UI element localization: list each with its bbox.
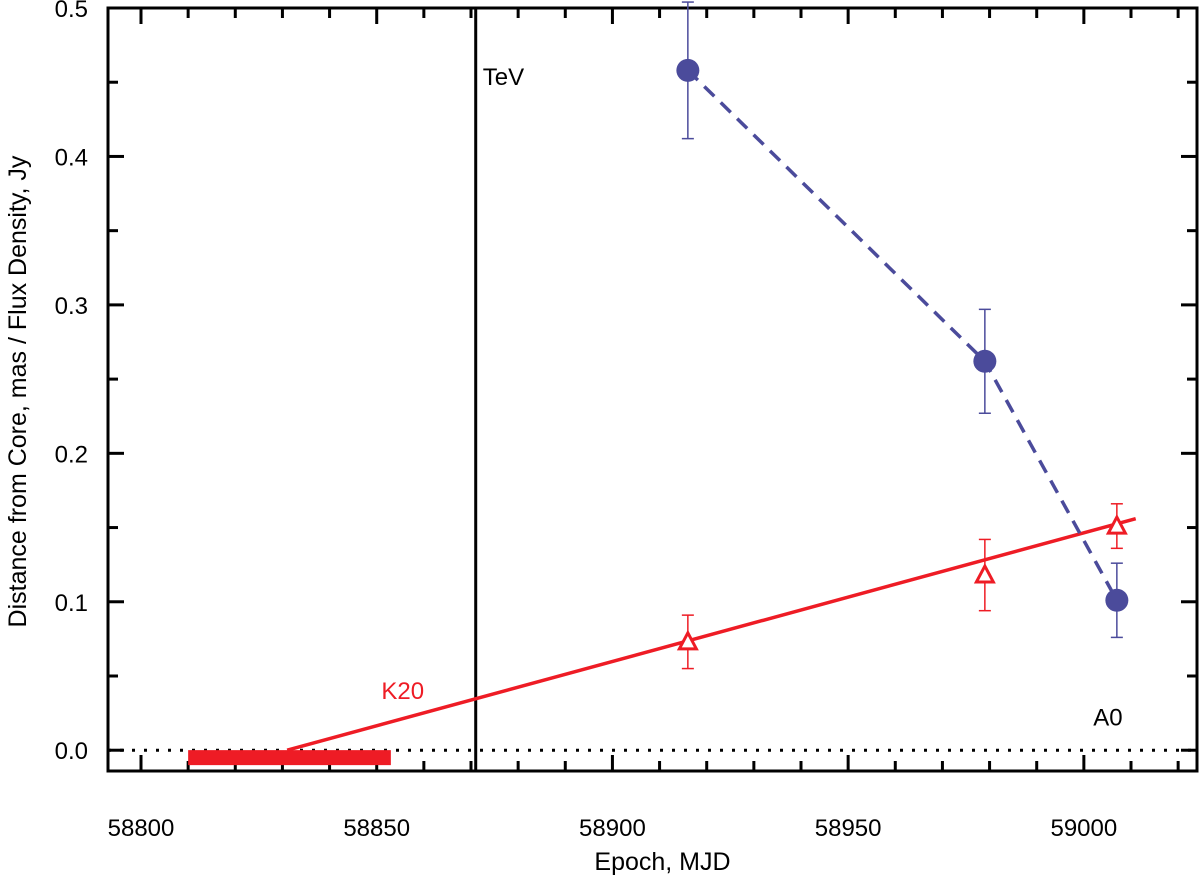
y-tick-label: 0.1 [55, 590, 88, 617]
annotation-tev: TeV [483, 64, 524, 91]
x-tick-label: 58950 [815, 815, 882, 842]
x-tick-label: 58900 [579, 815, 646, 842]
y-axis-title: Distance from Core, mas / Flux Density, … [4, 155, 32, 627]
distance-point [676, 629, 699, 651]
fit-line [286, 516, 1137, 752]
annotation-k20: K20 [381, 678, 424, 705]
x-tick-label: 58850 [343, 815, 410, 842]
y-tick-label: 0.5 [55, 0, 88, 23]
flux-point [676, 58, 700, 82]
y-tick-label: 0.2 [55, 441, 88, 468]
annotation-a0: A0 [1093, 705, 1122, 732]
flux-series-line [686, 69, 1119, 602]
plot-frame [106, 6, 1199, 773]
flux-point [1105, 588, 1129, 612]
y-tick-label: 0.4 [55, 144, 88, 171]
distance-point [973, 562, 996, 584]
y-tick-label: 0.3 [55, 293, 88, 320]
flux-point [973, 349, 997, 373]
x-axis-title: Epoch, MJD [594, 848, 730, 876]
distance-point [1105, 513, 1128, 535]
x-tick-label: 58800 [108, 815, 175, 842]
x-tick-label: 59000 [1050, 815, 1117, 842]
y-tick-label: 0.0 [55, 738, 88, 765]
